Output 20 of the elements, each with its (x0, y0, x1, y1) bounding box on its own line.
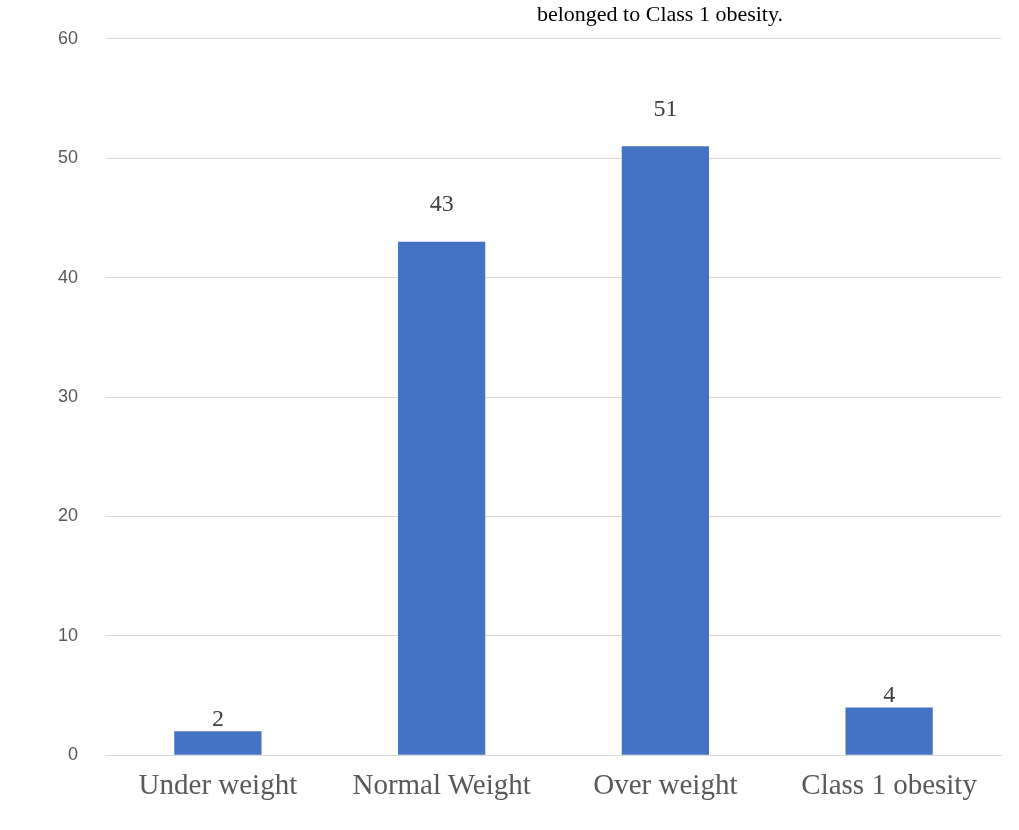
text: belonged to Class 1 obesity. (536, 0, 784, 26)
bar (398, 241, 486, 755)
y-tick-label: 50 (57, 147, 79, 168)
y-tick-label: 10 (57, 624, 79, 645)
x-tick-label: Over weight (593, 768, 738, 801)
bar (845, 707, 933, 755)
data-label: 43 (429, 190, 454, 217)
x-tick-label: Under weight (138, 768, 298, 801)
y-tick-label: 20 (57, 505, 79, 526)
data-label: 51 (653, 94, 678, 121)
y-tick-label: 60 (57, 27, 79, 48)
data-label: 2 (211, 704, 224, 731)
bar (621, 146, 710, 755)
x-tick-label: Class 1 obesity (801, 768, 978, 801)
bar (174, 731, 262, 755)
y-tick-label: 40 (57, 266, 79, 287)
y-tick-label: 30 (57, 385, 79, 406)
x-tick-label: Normal Weight (352, 768, 531, 801)
y-tick-label: 0 (68, 744, 79, 765)
data-label: 4 (883, 680, 896, 707)
